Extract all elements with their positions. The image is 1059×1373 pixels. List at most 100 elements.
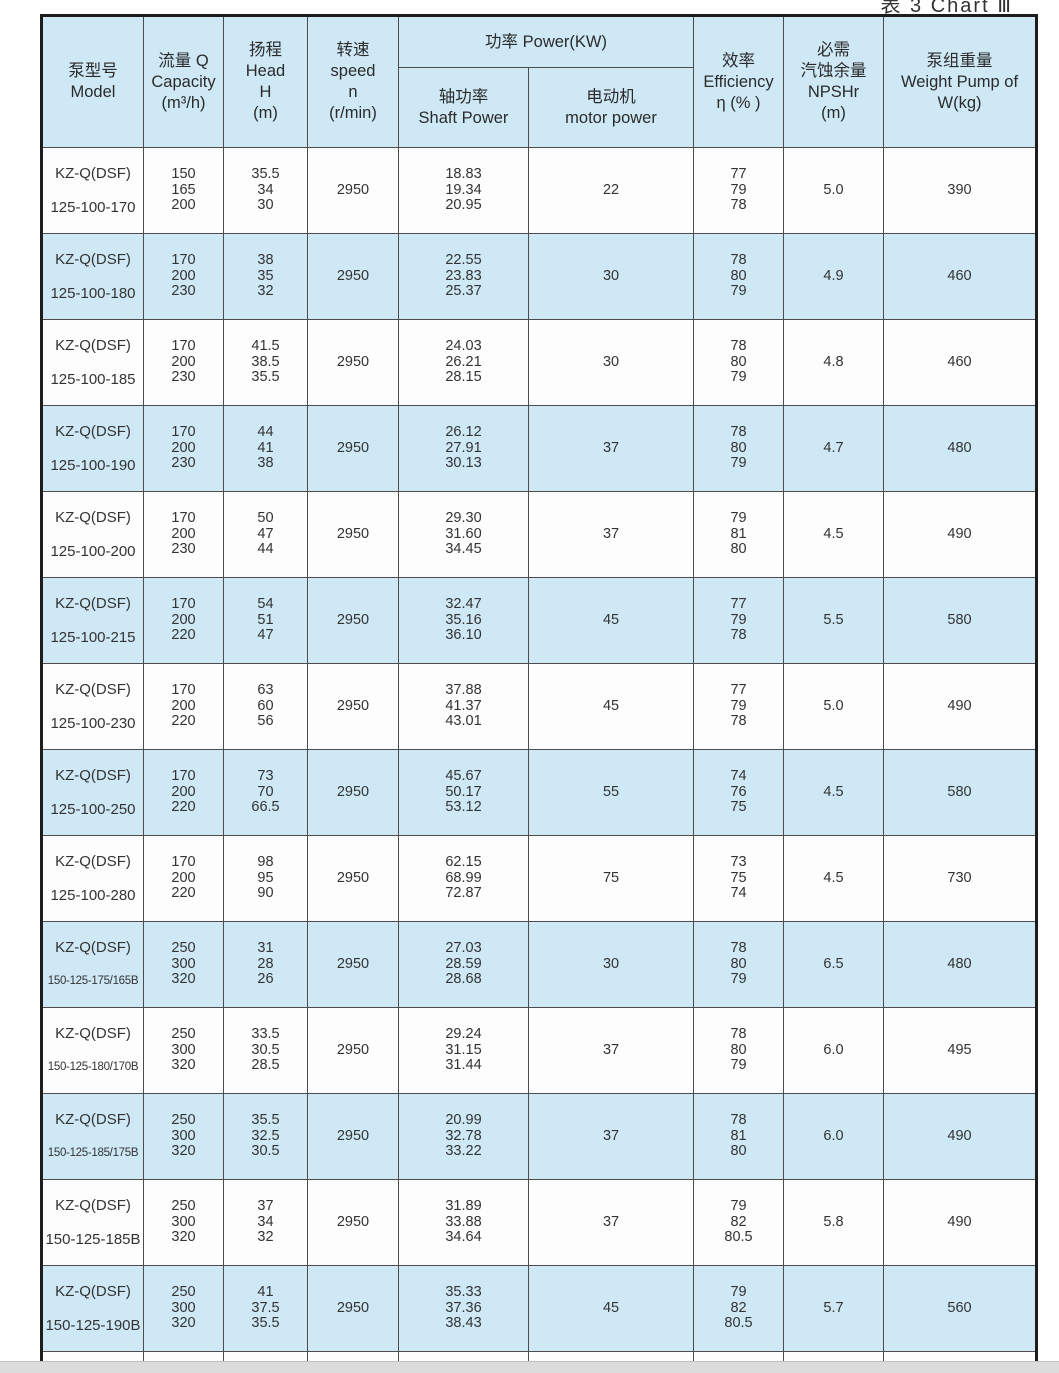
cell-speed: 2950	[307, 663, 399, 750]
page-edge-shadow	[0, 1361, 1059, 1373]
cell-shaft-power: 26.12 27.91 30.13	[398, 405, 529, 492]
cell-npshr: 6.0	[783, 1093, 885, 1180]
cell-weight: 390	[883, 147, 1038, 234]
model-series: KZ-Q(DSF)	[55, 595, 131, 612]
cell-weight: 580	[883, 577, 1038, 664]
cell-speed: 2950	[307, 921, 399, 1008]
cell-npshr: 4.9	[783, 233, 885, 320]
cell-weight: 580	[883, 749, 1038, 836]
cell-capacity: 170 200 220	[143, 749, 224, 836]
table-row: KZ-Q(DSF) 125-100-230 170 200 220 63 60 …	[41, 663, 1038, 750]
cell-weight: 490	[883, 1093, 1038, 1180]
cell-efficiency: 77 79 78	[693, 663, 785, 750]
model-series: KZ-Q(DSF)	[55, 681, 131, 698]
cell-efficiency: 73 75 74	[693, 835, 785, 922]
cell-motor-power: 30	[527, 233, 695, 320]
model-size-code: 125-100-170	[50, 199, 136, 216]
cell-speed: 2950	[307, 147, 399, 234]
cell-motor-power: 45	[527, 577, 695, 664]
cell-capacity: 250 300 320	[143, 1093, 224, 1180]
cell-capacity: 170 200 220	[143, 835, 224, 922]
pump-spec-table-container: 泵型号 Model 流量 Q Capacity (m³/h) 扬程 Head H…	[40, 14, 1039, 1373]
cell-model: KZ-Q(DSF) 150-125-190B	[41, 1265, 144, 1352]
model-size-code: 125-100-190	[50, 457, 136, 474]
cell-model: KZ-Q(DSF) 125-100-190	[41, 405, 144, 492]
cell-motor-power: 30	[527, 319, 695, 406]
cell-head: 44 41 38	[223, 405, 308, 492]
cell-capacity: 170 200 230	[143, 405, 224, 492]
cell-efficiency: 78 80 79	[693, 405, 785, 492]
cell-motor-power: 22	[527, 147, 695, 234]
cell-model: KZ-Q(DSF) 125-100-250	[41, 749, 144, 836]
cell-capacity: 250 300 320	[143, 921, 224, 1008]
model-size-code: 150-125-185B	[45, 1231, 141, 1248]
cell-speed: 2950	[307, 319, 399, 406]
cell-weight: 460	[883, 233, 1038, 320]
table-row: KZ-Q(DSF) 125-100-170 150 165 200 35.5 3…	[41, 147, 1038, 234]
cell-capacity: 170 200 230	[143, 233, 224, 320]
cell-shaft-power: 24.03 26.21 28.15	[398, 319, 529, 406]
cell-motor-power: 37	[527, 1007, 695, 1094]
cell-shaft-power: 37.88 41.37 43.01	[398, 663, 529, 750]
table-row: KZ-Q(DSF) 150-125-190B 250 300 320 41 37…	[41, 1265, 1038, 1352]
col-header-motor-power: 电动机 motor power	[527, 67, 695, 148]
cell-npshr: 4.5	[783, 491, 885, 578]
cell-motor-power: 37	[527, 491, 695, 578]
cell-speed: 2950	[307, 1179, 399, 1266]
table-header: 泵型号 Model 流量 Q Capacity (m³/h) 扬程 Head H…	[41, 15, 1038, 148]
cell-capacity: 250 300 320	[143, 1179, 224, 1266]
model-size-code: 150-125-180/170B	[47, 1061, 139, 1073]
table-row: KZ-Q(DSF) 125-100-185 170 200 230 41.5 3…	[41, 319, 1038, 406]
model-size-code: 150-125-185/175B	[47, 1147, 139, 1159]
cell-efficiency: 77 79 78	[693, 577, 785, 664]
col-header-power-group: 功率 Power(KW)	[397, 15, 695, 68]
cell-motor-power: 45	[527, 1265, 695, 1352]
cell-shaft-power: 62.15 68.99 72.87	[398, 835, 529, 922]
cell-head: 35.5 32.5 30.5	[223, 1093, 308, 1180]
cell-model: KZ-Q(DSF) 125-100-185	[41, 319, 144, 406]
model-size-code: 125-100-185	[50, 371, 136, 388]
cell-weight: 480	[883, 921, 1038, 1008]
cell-speed: 2950	[307, 405, 399, 492]
cell-weight: 495	[883, 1007, 1038, 1094]
model-series: KZ-Q(DSF)	[55, 509, 131, 526]
col-header-weight: 泵组重量 Weight Pump of W(kg)	[883, 15, 1038, 148]
model-series: KZ-Q(DSF)	[55, 767, 131, 784]
col-header-capacity: 流量 Q Capacity (m³/h)	[143, 15, 224, 148]
cell-model: KZ-Q(DSF) 150-125-175/165B	[41, 921, 144, 1008]
table-row: KZ-Q(DSF) 150-125-185B 250 300 320 37 34…	[41, 1179, 1038, 1266]
pump-spec-table: 泵型号 Model 流量 Q Capacity (m³/h) 扬程 Head H…	[40, 14, 1039, 1373]
model-series: KZ-Q(DSF)	[55, 1025, 131, 1042]
table-row: KZ-Q(DSF) 125-100-250 170 200 220 73 70 …	[41, 749, 1038, 836]
model-series: KZ-Q(DSF)	[55, 853, 131, 870]
cell-model: KZ-Q(DSF) 125-100-180	[41, 233, 144, 320]
model-series: KZ-Q(DSF)	[55, 251, 131, 268]
cell-efficiency: 79 81 80	[693, 491, 785, 578]
cell-capacity: 250 300 320	[143, 1265, 224, 1352]
cell-npshr: 4.8	[783, 319, 885, 406]
cell-capacity: 170 200 230	[143, 491, 224, 578]
cell-npshr: 6.0	[783, 1007, 885, 1094]
cell-shaft-power: 35.33 37.36 38.43	[398, 1265, 529, 1352]
model-size-code: 125-100-215	[50, 629, 136, 646]
model-size-code: 125-100-230	[50, 715, 136, 732]
cell-capacity: 170 200 230	[143, 319, 224, 406]
cell-head: 41 37.5 35.5	[223, 1265, 308, 1352]
table-row: KZ-Q(DSF) 125-100-215 170 200 220 54 51 …	[41, 577, 1038, 664]
cell-shaft-power: 27.03 28.59 28.68	[398, 921, 529, 1008]
cell-model: KZ-Q(DSF) 150-125-180/170B	[41, 1007, 144, 1094]
model-series: KZ-Q(DSF)	[55, 939, 131, 956]
table-row: KZ-Q(DSF) 125-100-280 170 200 220 98 95 …	[41, 835, 1038, 922]
cell-head: 63 60 56	[223, 663, 308, 750]
cell-shaft-power: 20.99 32.78 33.22	[398, 1093, 529, 1180]
cell-npshr: 5.0	[783, 147, 885, 234]
model-size-code: 125-100-180	[50, 285, 136, 302]
cell-speed: 2950	[307, 1265, 399, 1352]
cell-motor-power: 37	[527, 1093, 695, 1180]
cell-shaft-power: 32.47 35.16 36.10	[398, 577, 529, 664]
cell-weight: 480	[883, 405, 1038, 492]
cell-efficiency: 78 80 79	[693, 233, 785, 320]
cell-head: 31 28 26	[223, 921, 308, 1008]
cell-weight: 730	[883, 835, 1038, 922]
col-header-model: 泵型号 Model	[41, 15, 144, 148]
